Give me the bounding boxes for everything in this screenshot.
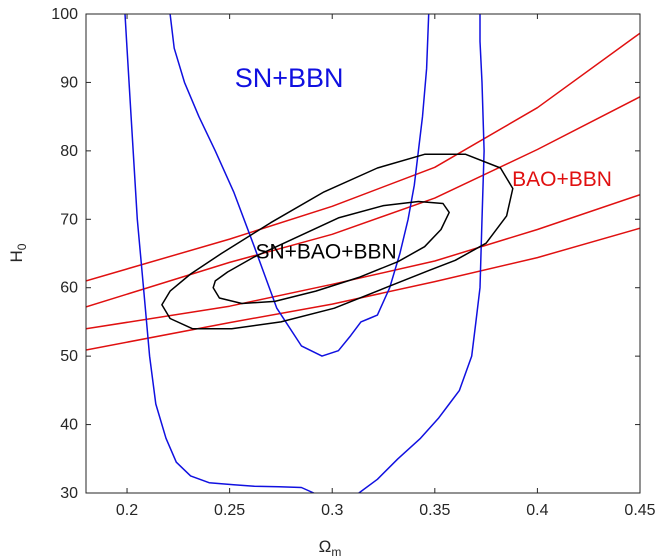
- y-tick-label: 60: [60, 280, 78, 297]
- series-line-bao-bbn-2: [86, 193, 640, 330]
- y-tick-label: 100: [51, 6, 78, 23]
- series-line-sn-bao-bbn-8: [212, 200, 450, 305]
- series-layer: [86, 14, 640, 493]
- y-tick-label: 90: [60, 74, 78, 91]
- series-line-sn-bao-bbn-7: [161, 153, 514, 330]
- y-axis-label: H0: [7, 243, 29, 262]
- axes-frame: [85, 13, 641, 494]
- series-line-bao-bbn-0: [86, 32, 640, 282]
- series-line-sn-bbn-6: [169, 14, 430, 357]
- y-axis-label-main: H: [7, 250, 26, 262]
- x-tick-label: 0.4: [526, 502, 548, 519]
- y-tick-label: 40: [60, 417, 78, 434]
- tick-layer: 0.2 0.25 0.3 0.35 0.4 0.45 30 40 50 60 70 80 90 100: [51, 6, 655, 519]
- annotation-sn-bbn: SN+BBN: [235, 63, 344, 93]
- x-tick-label: 0.45: [624, 502, 655, 519]
- series-line-bao-bbn-1: [86, 96, 640, 308]
- annotation-layer: SN+BBN BAO+BBN SN+BAO+BBN: [235, 63, 612, 264]
- x-tick-label: 0.25: [214, 502, 245, 519]
- y-tick-label: 50: [60, 348, 78, 365]
- y-axis-label-sub: 0: [15, 243, 29, 250]
- x-axis-label-main: Ω: [319, 537, 332, 556]
- x-tick-label: 0.2: [116, 502, 138, 519]
- series-line-bao-bbn-3: [86, 227, 640, 351]
- x-axis-label-sub: m: [331, 545, 341, 559]
- y-tick-label: 70: [60, 211, 78, 228]
- annotation-sn-bao-bbn: SN+BAO+BBN: [255, 240, 396, 263]
- x-tick-label: 0.35: [419, 502, 450, 519]
- y-tick-label: 80: [60, 143, 78, 160]
- y-tick-label: 30: [60, 485, 78, 502]
- series-line-sn-bbn-5: [358, 14, 485, 493]
- x-axis-label: Ωm: [319, 537, 342, 559]
- series-line-sn-bbn-4: [124, 14, 315, 493]
- x-tick-label: 0.3: [321, 502, 343, 519]
- annotation-bao-bbn: BAO+BBN: [512, 168, 612, 191]
